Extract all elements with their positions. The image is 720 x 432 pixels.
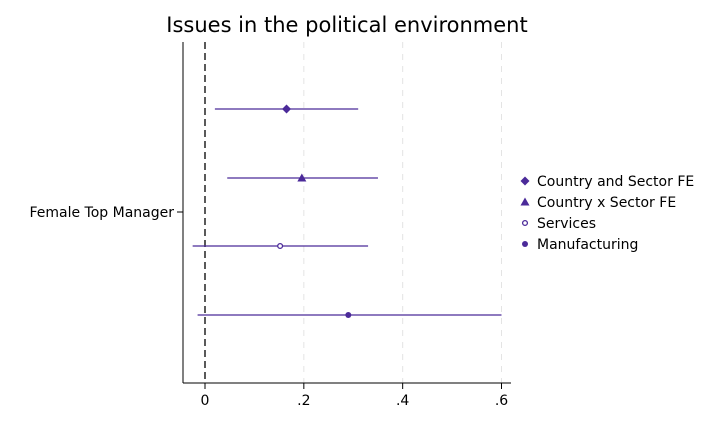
y-axis-category-label: Female Top Manager (29, 205, 174, 221)
point-estimate (282, 104, 292, 114)
x-axis-ticks: 0 .2 .4 .6 (201, 383, 508, 409)
x-tick-label: 0 (201, 393, 210, 409)
point-estimate (297, 173, 307, 182)
triangle-icon (520, 197, 530, 206)
x-tick-label: .2 (297, 393, 310, 409)
hollow-circle-icon (521, 219, 529, 227)
series-layer (192, 104, 502, 318)
diamond-icon (520, 176, 530, 186)
legend: Country and Sector FE Country x Sector FE… (520, 174, 694, 253)
point-estimate (345, 312, 352, 318)
legend-label: Manufacturing (537, 237, 638, 253)
filled-circle-icon (522, 241, 528, 247)
grid-lines (303, 42, 502, 383)
x-tick-label: .6 (495, 393, 508, 409)
legend-label: Country and Sector FE (537, 174, 694, 190)
point-estimate (277, 242, 284, 250)
legend-label: Services (537, 216, 596, 232)
legend-label: Country x Sector FE (537, 195, 676, 211)
x-tick-label: .4 (396, 393, 409, 409)
chart-title: Issues in the political environment (166, 13, 527, 37)
